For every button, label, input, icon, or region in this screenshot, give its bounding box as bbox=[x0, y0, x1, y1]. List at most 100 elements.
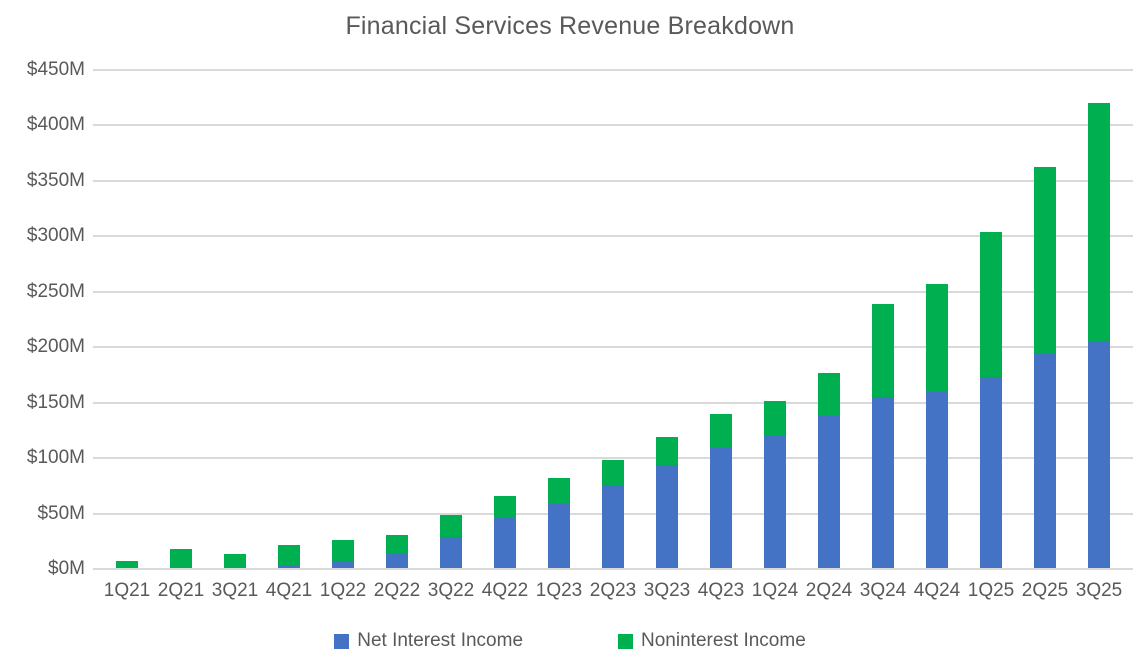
bar bbox=[818, 372, 840, 568]
gridline bbox=[93, 235, 1133, 238]
x-axis-tick-label: 2Q21 bbox=[157, 580, 205, 601]
bar-slot bbox=[640, 70, 694, 568]
chart-title: Financial Services Revenue Breakdown bbox=[345, 12, 795, 40]
bar-segment-net-interest-income bbox=[440, 536, 462, 568]
bar-segment-net-interest-income bbox=[926, 390, 948, 568]
y-axis-tick-label: $0M bbox=[48, 558, 85, 579]
x-axis-tick-label: 1Q22 bbox=[319, 580, 367, 601]
bar-segment-net-interest-income bbox=[602, 485, 624, 568]
bar-slot bbox=[316, 70, 370, 568]
gridline bbox=[93, 346, 1133, 349]
x-axis-tick-label: 2Q22 bbox=[373, 580, 421, 601]
bar bbox=[440, 514, 462, 568]
bar-segment-net-interest-income bbox=[818, 414, 840, 568]
gridline bbox=[93, 568, 1133, 570]
gridline bbox=[93, 69, 1133, 71]
bar-slot bbox=[532, 70, 586, 568]
bar bbox=[656, 437, 678, 568]
bar-slot bbox=[802, 70, 856, 568]
y-axis-tick-label: $250M bbox=[26, 280, 85, 302]
y-axis-tick-label: $150M bbox=[26, 391, 85, 413]
x-axis: 1Q21 2Q21 3Q21 4Q21 1Q22 2Q22 3Q22 4Q22 1Q23 2Q23… bbox=[100, 580, 1126, 602]
bar-slot bbox=[856, 70, 910, 568]
bar-segment-net-interest-income bbox=[710, 447, 732, 568]
bar-segment-noninterest-income bbox=[1034, 166, 1056, 354]
legend-item-net-interest-income: Net Interest Income bbox=[334, 630, 523, 652]
bar bbox=[764, 400, 786, 568]
bar-slot bbox=[694, 70, 748, 568]
x-axis-tick-label: 2Q25 bbox=[1021, 580, 1069, 601]
bar-segment-noninterest-income bbox=[278, 544, 300, 566]
gridline bbox=[93, 401, 1133, 404]
bar-segment-noninterest-income bbox=[494, 495, 516, 519]
x-axis-tick-label: 3Q23 bbox=[643, 580, 691, 601]
bar bbox=[1088, 103, 1110, 568]
bar-segment-net-interest-income bbox=[872, 397, 894, 568]
bar-slot bbox=[1072, 70, 1126, 568]
bar bbox=[548, 478, 570, 568]
legend-label: Noninterest Income bbox=[641, 630, 806, 651]
bar-slot bbox=[964, 70, 1018, 568]
plot-area bbox=[93, 69, 1133, 570]
x-axis-tick-label: 2Q24 bbox=[805, 580, 853, 601]
y-axis-tick-label: $200M bbox=[26, 336, 85, 358]
bar-segment-net-interest-income bbox=[548, 503, 570, 568]
legend-item-noninterest-income: Noninterest Income bbox=[618, 630, 806, 652]
bar-segment-noninterest-income bbox=[656, 437, 678, 465]
bar bbox=[494, 495, 516, 568]
x-axis-tick-label: 4Q24 bbox=[913, 580, 961, 601]
y-axis-tick-label: $450M bbox=[26, 59, 85, 80]
bar-slot bbox=[586, 70, 640, 568]
bar-slot bbox=[910, 70, 964, 568]
bar-segment-noninterest-income bbox=[818, 372, 840, 415]
bar-segment-net-interest-income bbox=[656, 464, 678, 568]
legend-label: Net Interest Income bbox=[357, 630, 524, 651]
bar bbox=[170, 549, 192, 568]
bar-slot bbox=[748, 70, 802, 568]
bar-slot bbox=[262, 70, 316, 568]
bar-segment-noninterest-income bbox=[764, 400, 786, 435]
x-axis-tick-label: 4Q22 bbox=[481, 580, 529, 601]
bar bbox=[980, 232, 1002, 568]
x-axis-tick-label: 3Q25 bbox=[1075, 580, 1123, 601]
bar-slot bbox=[370, 70, 424, 568]
bar-segment-noninterest-income bbox=[1088, 103, 1110, 342]
y-axis-tick-label: $300M bbox=[26, 225, 85, 247]
bar-segment-noninterest-income bbox=[332, 540, 354, 562]
bar-segment-net-interest-income bbox=[764, 434, 786, 568]
legend-marker bbox=[334, 633, 350, 649]
bar bbox=[278, 544, 300, 568]
bar-segment-net-interest-income bbox=[332, 561, 354, 568]
bar-segment-noninterest-income bbox=[440, 514, 462, 537]
bar-segment-net-interest-income bbox=[494, 518, 516, 568]
x-axis-tick-label: 1Q24 bbox=[751, 580, 799, 601]
bar-segment-net-interest-income bbox=[386, 553, 408, 568]
bar bbox=[1034, 166, 1056, 568]
x-axis-tick-label: 4Q23 bbox=[697, 580, 745, 601]
bar-segment-noninterest-income bbox=[602, 460, 624, 486]
gridline bbox=[93, 124, 1133, 127]
bar-segment-noninterest-income bbox=[710, 413, 732, 448]
x-axis-tick-label: 2Q23 bbox=[589, 580, 637, 601]
bar-slot bbox=[100, 70, 154, 568]
x-axis-tick-label: 1Q21 bbox=[103, 580, 151, 601]
gridline bbox=[93, 179, 1133, 182]
bar bbox=[116, 561, 138, 568]
bar-segment-noninterest-income bbox=[872, 304, 894, 398]
bar-segment-net-interest-income bbox=[980, 377, 1002, 568]
x-axis-tick-label: 3Q24 bbox=[859, 580, 907, 601]
bar-slot bbox=[154, 70, 208, 568]
bar-segment-net-interest-income bbox=[1034, 354, 1056, 568]
x-axis-tick-label: 1Q23 bbox=[535, 580, 583, 601]
y-axis-tick-label: $400M bbox=[26, 114, 85, 136]
bar-slot bbox=[208, 70, 262, 568]
bar-slot bbox=[424, 70, 478, 568]
y-axis: $0M $50M $100M $150M $200M $250M $300M $350M $40… bbox=[0, 59, 85, 579]
y-axis-tick-label: $350M bbox=[26, 169, 85, 191]
bar-segment-noninterest-income bbox=[386, 534, 408, 554]
bar bbox=[332, 540, 354, 568]
legend: Net Interest Income Noninterest Income bbox=[0, 630, 1140, 652]
bar bbox=[872, 304, 894, 568]
bar-segment-noninterest-income bbox=[116, 561, 138, 568]
